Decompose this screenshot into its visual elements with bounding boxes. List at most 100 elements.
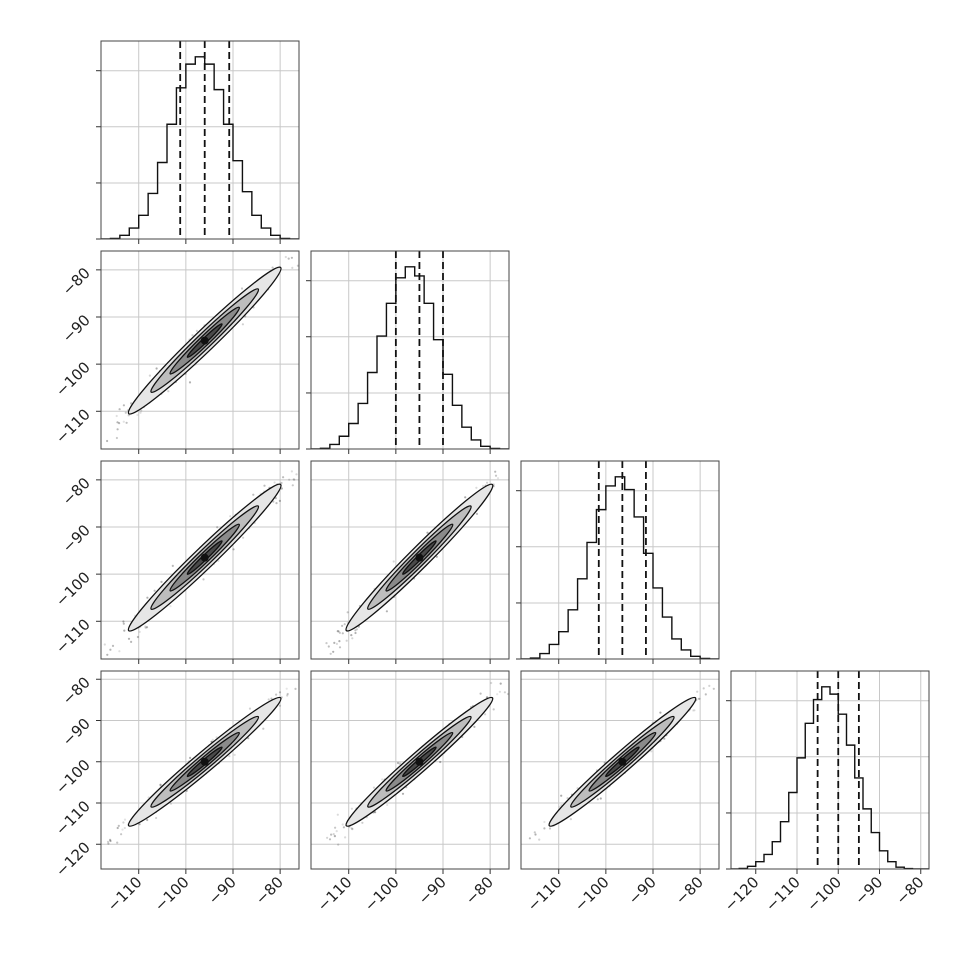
scatter-point bbox=[109, 839, 112, 843]
scatter-point bbox=[271, 266, 274, 269]
scatter-point bbox=[492, 708, 495, 711]
scatter-point bbox=[292, 478, 295, 481]
scatter-point bbox=[130, 640, 133, 644]
panel-1-1 bbox=[306, 250, 510, 454]
scatter-point bbox=[270, 697, 273, 700]
scatter-point bbox=[241, 323, 244, 326]
scatter-point bbox=[698, 697, 701, 700]
y-tick-label: −80 bbox=[59, 264, 94, 299]
scatter-point bbox=[285, 687, 288, 690]
scatter-point bbox=[663, 737, 666, 740]
scatter-point bbox=[228, 755, 231, 758]
scatter-point bbox=[263, 484, 266, 487]
scatter-point bbox=[464, 496, 467, 499]
scatter-point bbox=[566, 797, 569, 800]
scatter-point bbox=[287, 257, 290, 260]
scatter-point bbox=[498, 690, 501, 693]
scatter-point bbox=[146, 818, 149, 822]
histogram-line bbox=[311, 266, 509, 449]
scatter-point bbox=[511, 685, 513, 687]
scatter-point bbox=[475, 512, 479, 516]
scatter-point bbox=[123, 629, 126, 632]
scatter-point bbox=[748, 654, 750, 656]
x-tick-label: −110 bbox=[314, 873, 356, 915]
scatter-point bbox=[188, 381, 192, 384]
scatter-point bbox=[329, 429, 331, 431]
scatter-point bbox=[171, 564, 174, 568]
scatter-point bbox=[136, 635, 139, 639]
scatter-point bbox=[401, 792, 405, 795]
scatter-point bbox=[306, 456, 308, 458]
scatter-point bbox=[528, 660, 530, 662]
scatter-point bbox=[308, 673, 310, 675]
scatter-point bbox=[216, 526, 219, 529]
scatter-point bbox=[752, 645, 754, 647]
scatter-point bbox=[106, 653, 109, 656]
scatter-point bbox=[74, 457, 76, 459]
scatter-point bbox=[288, 478, 291, 481]
scatter-point bbox=[291, 484, 294, 487]
scatter-point bbox=[355, 628, 359, 631]
panel-frame bbox=[520, 670, 720, 870]
scatter-point bbox=[351, 637, 354, 640]
scatter-point bbox=[338, 640, 341, 643]
x-tick-label: −100 bbox=[571, 873, 613, 915]
scatter-point bbox=[115, 414, 118, 418]
scatter-point bbox=[295, 473, 298, 476]
scatter-point bbox=[124, 411, 127, 414]
scatter-point bbox=[659, 711, 662, 714]
scatter-point bbox=[159, 783, 162, 786]
panel-frame bbox=[310, 250, 510, 450]
scatter-point bbox=[107, 842, 110, 845]
scatter-point bbox=[278, 704, 282, 707]
scatter-point bbox=[282, 476, 285, 479]
scatter-point bbox=[313, 662, 315, 664]
panel-2-2 bbox=[516, 460, 720, 664]
scatter-point bbox=[341, 823, 344, 826]
scatter-point bbox=[725, 661, 727, 663]
scatter-point bbox=[518, 442, 520, 444]
scatter-point bbox=[286, 694, 289, 697]
y-tick-label: −90 bbox=[59, 521, 94, 556]
scatter-point bbox=[385, 610, 388, 613]
scatter-point bbox=[650, 750, 653, 753]
y-tick-label: −80 bbox=[59, 673, 94, 708]
panel-1-0: −110 −100 −90 −80 bbox=[52, 250, 300, 459]
scatter-point bbox=[333, 835, 336, 838]
scatter-point bbox=[354, 631, 357, 635]
scatter-point bbox=[514, 679, 516, 681]
scatter-point bbox=[286, 692, 289, 696]
scatter-point bbox=[144, 626, 147, 629]
panel-3-3: −120 −110 −100 −90 −80 bbox=[721, 670, 930, 915]
density-peak bbox=[618, 757, 627, 766]
scatter-point bbox=[337, 630, 340, 633]
scatter-point bbox=[398, 762, 401, 766]
scatter-point bbox=[280, 487, 283, 490]
scatter-point bbox=[336, 630, 339, 633]
scatter-point bbox=[284, 255, 287, 259]
scatter-point bbox=[211, 738, 214, 742]
y-tick-label: −100 bbox=[52, 756, 94, 798]
scatter-point bbox=[514, 682, 516, 684]
scatter-point bbox=[296, 264, 299, 267]
scatter-point bbox=[543, 827, 546, 830]
y-tick-label: −100 bbox=[52, 568, 94, 610]
scatter-point bbox=[103, 660, 105, 662]
scatter-point bbox=[140, 409, 143, 412]
y-tick-label: −90 bbox=[59, 311, 94, 346]
scatter-point bbox=[301, 694, 303, 696]
scatter-point bbox=[278, 691, 282, 694]
scatter-point bbox=[139, 411, 142, 414]
y-tick-label: −120 bbox=[52, 838, 94, 880]
scatter-point bbox=[314, 452, 316, 454]
scatter-point bbox=[351, 827, 354, 830]
scatter-point bbox=[300, 679, 302, 681]
scatter-point bbox=[439, 760, 442, 764]
scatter-point bbox=[127, 414, 130, 417]
scatter-point bbox=[148, 374, 151, 377]
scatter-point bbox=[195, 329, 198, 332]
scatter-point bbox=[496, 477, 500, 480]
scatter-point bbox=[328, 838, 332, 841]
scatter-point bbox=[503, 691, 506, 694]
scatter-point bbox=[116, 826, 119, 830]
